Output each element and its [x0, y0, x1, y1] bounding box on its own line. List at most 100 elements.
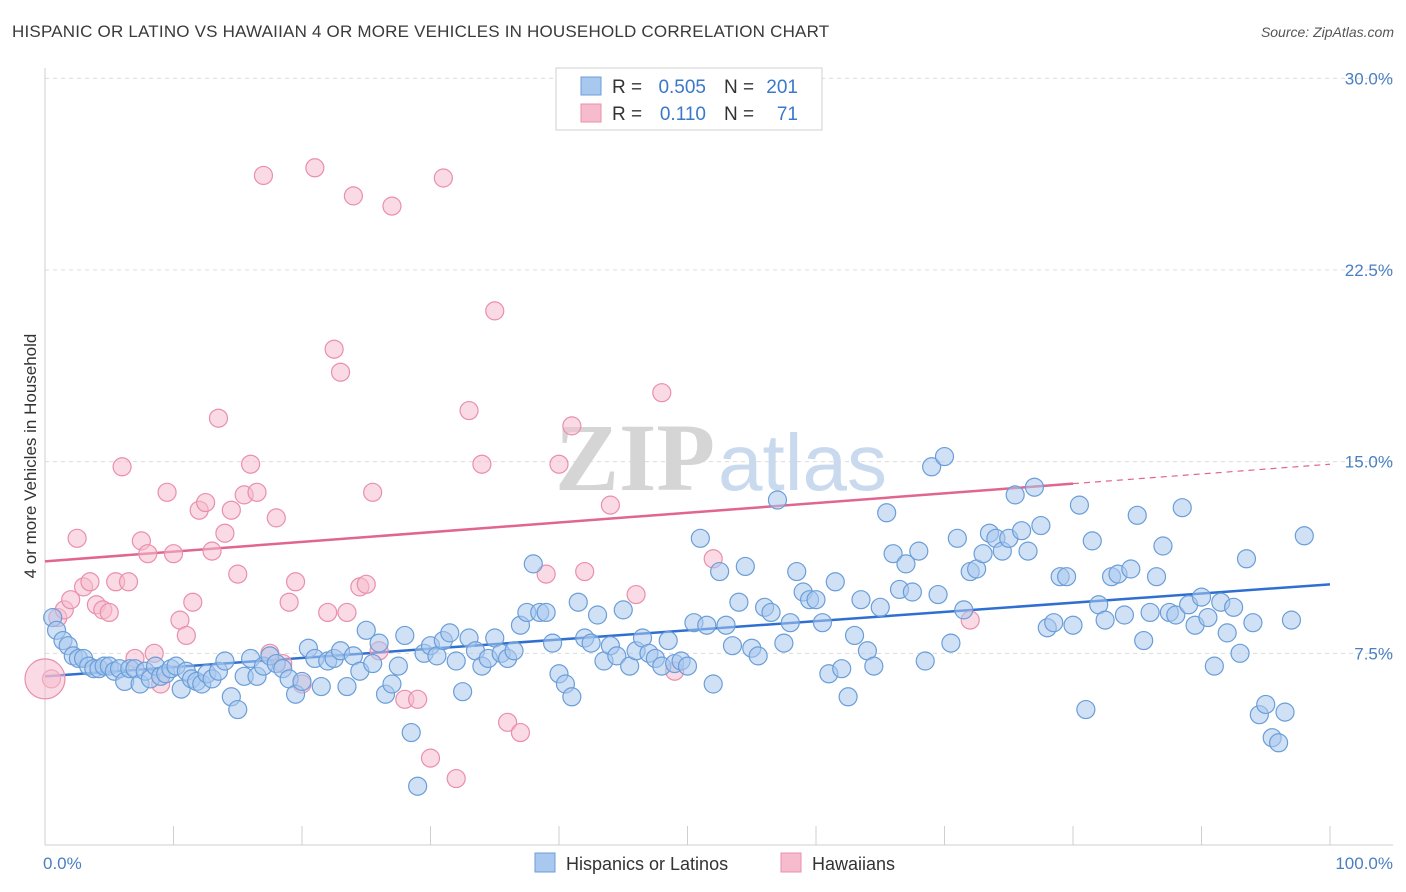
point-hispanic — [774, 633, 794, 653]
point-hispanic — [1076, 699, 1096, 720]
point-hawaiian — [363, 482, 383, 502]
point-hawaiian — [652, 383, 672, 403]
point-hispanic — [408, 776, 428, 796]
point-hispanic — [1224, 597, 1244, 617]
point-hispanic — [1166, 605, 1186, 625]
point-hawaiian — [330, 362, 351, 382]
point-hawaiian — [562, 416, 582, 436]
point-hispanic — [369, 633, 389, 653]
legend-swatch-pink — [580, 103, 602, 123]
point-hispanic — [1191, 587, 1212, 607]
point-hawaiian — [118, 572, 139, 592]
point-hawaiian — [305, 158, 325, 178]
point-hawaiian — [382, 196, 402, 216]
point-hispanic — [363, 653, 383, 674]
point-hawaiian — [221, 500, 241, 520]
point-hawaiian — [536, 564, 556, 584]
point-hawaiian — [138, 544, 158, 564]
point-hawaiian — [459, 400, 479, 421]
point-hispanic — [761, 602, 781, 623]
point-hispanic — [581, 633, 601, 653]
point-hawaiian — [626, 584, 646, 605]
trend-line-extension — [1072, 463, 1331, 485]
y-tick-label: 15.0% — [1345, 453, 1393, 472]
watermark: ZIP atlas — [555, 404, 887, 511]
point-hawaiian — [99, 602, 119, 623]
point-hispanic — [690, 528, 710, 548]
point-hispanic — [1121, 559, 1141, 579]
chart-title: HISPANIC OR LATINO VS HAWAIIAN 4 OR MORE… — [12, 22, 830, 41]
point-hispanic — [1005, 485, 1025, 505]
point-hawaiian — [241, 454, 261, 474]
y-tick-label: 22.5% — [1345, 261, 1393, 280]
point-hawaiian — [446, 768, 466, 789]
point-hawaiian — [196, 492, 216, 513]
point-hispanic — [1011, 521, 1032, 541]
point-hispanic — [928, 584, 948, 605]
point-hispanic — [710, 561, 730, 582]
legend-n-value-1: 201 — [766, 77, 798, 98]
point-hawaiian — [510, 722, 531, 743]
point-hispanic — [1095, 610, 1115, 630]
point-hispanic — [806, 590, 826, 610]
point-hispanic — [812, 613, 833, 633]
point-hispanic — [587, 605, 608, 625]
bottom-legend: Hispanics or Latinos Hawaiians — [534, 852, 895, 874]
point-hispanic — [542, 633, 563, 653]
point-hispanic — [1281, 610, 1302, 630]
data-points — [24, 158, 1314, 796]
point-hawaiian — [228, 564, 248, 584]
point-hispanic — [902, 582, 922, 602]
point-hawaiian — [318, 602, 338, 623]
legend-r-label-1: R = — [612, 77, 642, 98]
point-hispanic — [311, 676, 331, 697]
legend-r-label-2: R = — [612, 104, 642, 125]
bottom-legend-label-hawaiians: Hawaiians — [812, 854, 895, 874]
point-hispanic — [1153, 536, 1173, 556]
point-hispanic — [1114, 605, 1135, 625]
point-hispanic — [504, 641, 524, 661]
point-hispanic — [941, 633, 961, 653]
point-hispanic — [787, 561, 807, 582]
y-tick-label: 30.0% — [1345, 69, 1393, 88]
point-hawaiian — [420, 748, 441, 768]
point-hispanic — [1172, 498, 1192, 518]
point-hawaiian — [266, 508, 286, 528]
point-hispanic — [954, 600, 974, 620]
point-hispanic — [864, 656, 884, 676]
point-hawaiian — [600, 495, 621, 515]
point-hispanic — [356, 620, 376, 640]
point-hispanic — [838, 687, 858, 707]
point-hispanic — [1198, 607, 1218, 628]
point-hispanic — [697, 615, 717, 635]
point-hispanic — [1082, 531, 1102, 551]
point-hispanic — [844, 625, 865, 646]
point-hispanic — [716, 615, 736, 635]
point-hispanic — [388, 656, 408, 676]
point-hawaiian — [80, 572, 100, 592]
legend-r-value-2: 0.110 — [660, 104, 706, 125]
point-hispanic — [382, 674, 402, 694]
point-hispanic — [523, 554, 543, 574]
point-hispanic — [401, 722, 421, 743]
point-hispanic — [1127, 505, 1147, 525]
point-hawaiian-large — [24, 658, 66, 700]
bottom-legend-swatch-blue — [534, 852, 556, 873]
point-hispanic — [1044, 613, 1064, 633]
point-hispanic — [395, 625, 415, 646]
point-hispanic — [1236, 549, 1257, 569]
point-hispanic — [1031, 515, 1051, 536]
point-hispanic — [562, 687, 582, 707]
point-hispanic — [896, 554, 916, 574]
point-hispanic — [1056, 567, 1077, 587]
watermark-zip: ZIP — [555, 404, 715, 511]
point-hispanic — [1243, 613, 1263, 633]
y-tick-label: 7.5% — [1354, 644, 1393, 663]
point-hispanic — [568, 592, 588, 612]
legend: R = 0.505 N = 201 R = 0.110 N = 71 — [555, 67, 823, 131]
point-hispanic — [870, 597, 890, 617]
point-hawaiian — [356, 574, 376, 594]
point-hispanic — [722, 636, 743, 656]
point-hispanic — [440, 623, 460, 643]
